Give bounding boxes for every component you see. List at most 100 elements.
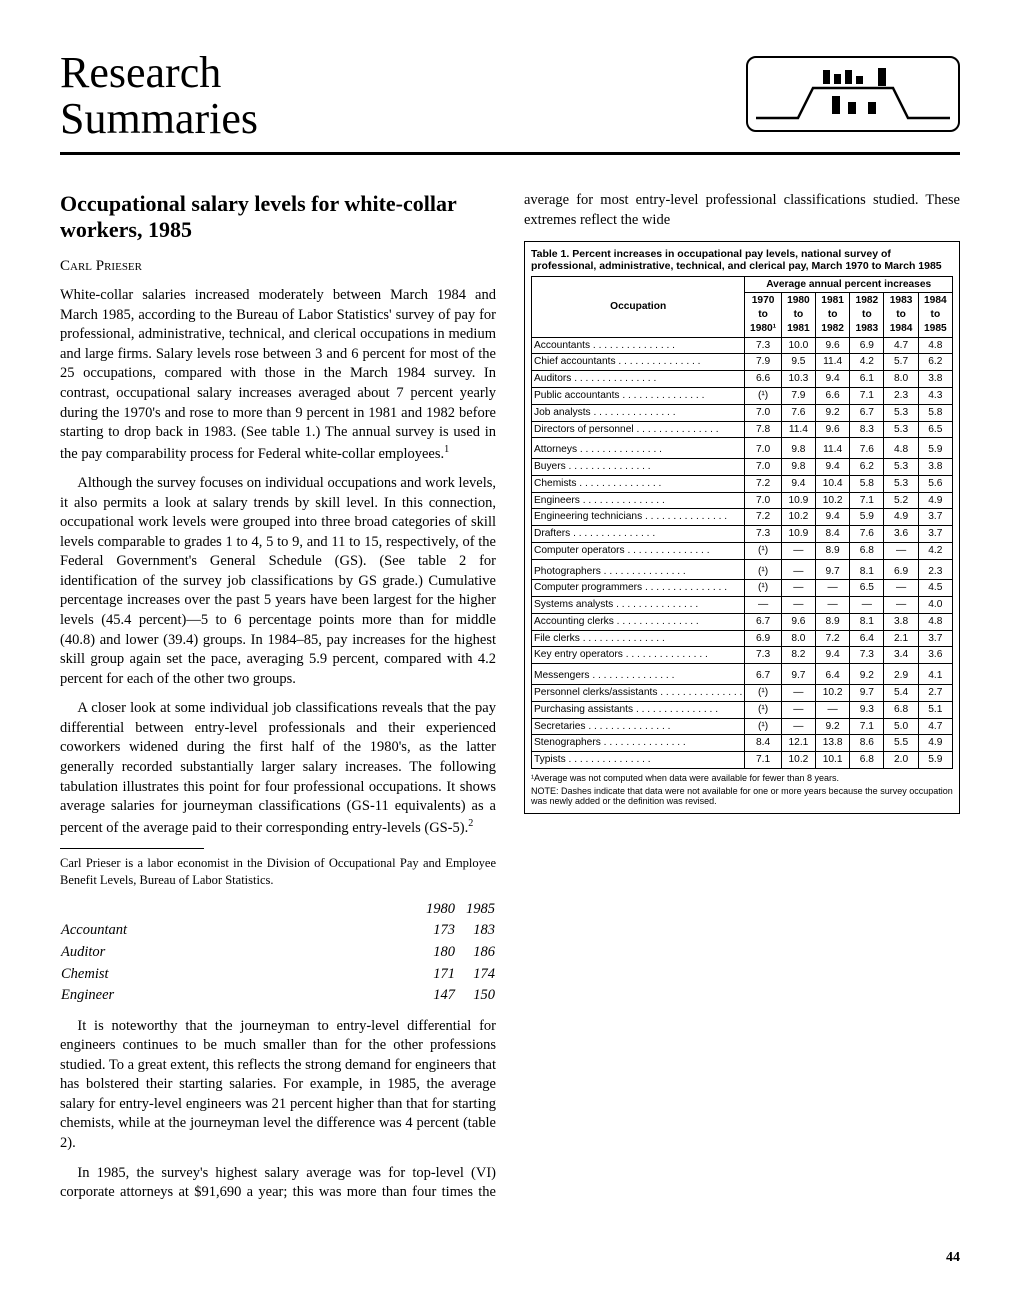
table1-value: 6.4 <box>816 664 850 685</box>
table1-row: Engineering technicians . . . . . . . . … <box>532 509 953 526</box>
table1-footnotes: ¹Average was not computed when data were… <box>531 773 953 807</box>
salary-1985: 183 <box>456 920 496 942</box>
salary-tabulation: 1980 1985 Accountant173183Auditor180186C… <box>60 899 496 1007</box>
table1-value: — <box>850 597 884 614</box>
table1-value: 7.2 <box>816 630 850 647</box>
table1-row: Stenographers . . . . . . . . . . . . . … <box>532 735 953 752</box>
table1-value: 4.9 <box>884 509 918 526</box>
table1-value: 3.8 <box>884 613 918 630</box>
table1-value: 4.2 <box>918 542 952 559</box>
table1-occupation: Typists . . . . . . . . . . . . . . . <box>532 752 745 769</box>
masthead-title-line1: Research <box>60 48 221 97</box>
table1-value: 9.4 <box>816 509 850 526</box>
table1-value: 11.4 <box>816 354 850 371</box>
table1-value: 10.2 <box>781 509 815 526</box>
table1-value: — <box>781 701 815 718</box>
table1-value: 9.8 <box>781 459 815 476</box>
table1-value: 5.3 <box>884 459 918 476</box>
table1-value: 7.0 <box>745 459 781 476</box>
table1-value: 8.3 <box>850 421 884 438</box>
paragraph: A closer look at some individual job cla… <box>60 699 496 838</box>
table1-value: 4.3 <box>918 387 952 404</box>
table1-value: 6.8 <box>850 542 884 559</box>
table1-occupation: Purchasing assistants . . . . . . . . . … <box>532 701 745 718</box>
article-title: Occupational salary levels for white-col… <box>60 191 496 242</box>
table1-value: 6.9 <box>850 337 884 354</box>
salary-label: Chemist <box>60 964 128 986</box>
table1-value: (¹) <box>745 387 781 404</box>
table1-row: Accounting clerks . . . . . . . . . . . … <box>532 613 953 630</box>
table1-occupation: Computer operators . . . . . . . . . . .… <box>532 542 745 559</box>
table1-row: Chief accountants . . . . . . . . . . . … <box>532 354 953 371</box>
table1-value: — <box>781 542 815 559</box>
table1-row: Directors of personnel . . . . . . . . .… <box>532 421 953 438</box>
table1-occupation: Auditors . . . . . . . . . . . . . . . <box>532 371 745 388</box>
table1-value: 5.7 <box>884 354 918 371</box>
salary-col-1980: 1980 <box>416 899 456 921</box>
salary-label: Auditor <box>60 942 128 964</box>
article-author: Carl Prieser <box>60 256 496 276</box>
logo-box <box>746 56 960 132</box>
table1-value: 9.6 <box>781 613 815 630</box>
table1-value: 10.2 <box>781 752 815 769</box>
table1-value: — <box>816 597 850 614</box>
table1-col-header: 1983to1984 <box>884 293 918 337</box>
table1-value: 10.3 <box>781 371 815 388</box>
table1-value: 5.4 <box>884 685 918 702</box>
table1-occupation: Accountants . . . . . . . . . . . . . . … <box>532 337 745 354</box>
table1-value: 6.4 <box>850 630 884 647</box>
table1-row: Secretaries . . . . . . . . . . . . . . … <box>532 718 953 735</box>
table1-value: 6.7 <box>850 404 884 421</box>
table1-value: 6.5 <box>850 580 884 597</box>
table1-value: 3.6 <box>918 647 952 664</box>
table1-row: Auditors . . . . . . . . . . . . . . .6.… <box>532 371 953 388</box>
table1-value: 9.2 <box>816 404 850 421</box>
table1-value: 7.6 <box>781 404 815 421</box>
table1-value: 5.9 <box>918 752 952 769</box>
table1-row: File clerks . . . . . . . . . . . . . . … <box>532 630 953 647</box>
table1-value: 7.0 <box>745 492 781 509</box>
table1-occupation: Engineering technicians . . . . . . . . … <box>532 509 745 526</box>
table1-value: 8.9 <box>816 613 850 630</box>
table1-value: 5.0 <box>884 718 918 735</box>
masthead-title: Research Summaries <box>60 50 258 142</box>
table1-value: 3.7 <box>918 526 952 543</box>
table1-value: 7.0 <box>745 404 781 421</box>
table1-occupation: Drafters . . . . . . . . . . . . . . . <box>532 526 745 543</box>
logo-icon <box>748 58 958 130</box>
salary-label: Engineer <box>60 985 128 1007</box>
table1-value: 6.7 <box>745 664 781 685</box>
table1-value: 7.9 <box>745 354 781 371</box>
table1-value: 9.4 <box>781 475 815 492</box>
salary-row: Engineer 147150 <box>60 985 496 1007</box>
table1-occupation: Job analysts . . . . . . . . . . . . . .… <box>532 404 745 421</box>
table1-value: 5.1 <box>918 701 952 718</box>
table1-row: Typists . . . . . . . . . . . . . . .7.1… <box>532 752 953 769</box>
table1-value: 4.9 <box>918 735 952 752</box>
table1-value: 2.7 <box>918 685 952 702</box>
table1-value: 7.6 <box>850 438 884 459</box>
table1-value: 10.4 <box>816 475 850 492</box>
table1-value: 4.2 <box>850 354 884 371</box>
table1-value: 2.3 <box>918 559 952 580</box>
table1-value: — <box>745 597 781 614</box>
salary-col-1985: 1985 <box>456 899 496 921</box>
table1-value: 3.7 <box>918 630 952 647</box>
table1-value: 5.6 <box>918 475 952 492</box>
table1-row: Drafters . . . . . . . . . . . . . . .7.… <box>532 526 953 543</box>
table1-value: 8.4 <box>745 735 781 752</box>
salary-1980: 147 <box>416 985 456 1007</box>
table1-value: 4.5 <box>918 580 952 597</box>
salary-1985: 150 <box>456 985 496 1007</box>
table1-value: 6.5 <box>918 421 952 438</box>
salary-1980: 180 <box>416 942 456 964</box>
table1-value: 7.2 <box>745 509 781 526</box>
masthead-title-line2: Summaries <box>60 94 258 143</box>
table1-value: (¹) <box>745 718 781 735</box>
table1-value: 12.1 <box>781 735 815 752</box>
table1-value: 8.0 <box>781 630 815 647</box>
table1-occupation: Secretaries . . . . . . . . . . . . . . … <box>532 718 745 735</box>
table1-occupation: File clerks . . . . . . . . . . . . . . … <box>532 630 745 647</box>
article-body: Occupational salary levels for white-col… <box>60 191 960 1221</box>
table1-value: 9.7 <box>781 664 815 685</box>
